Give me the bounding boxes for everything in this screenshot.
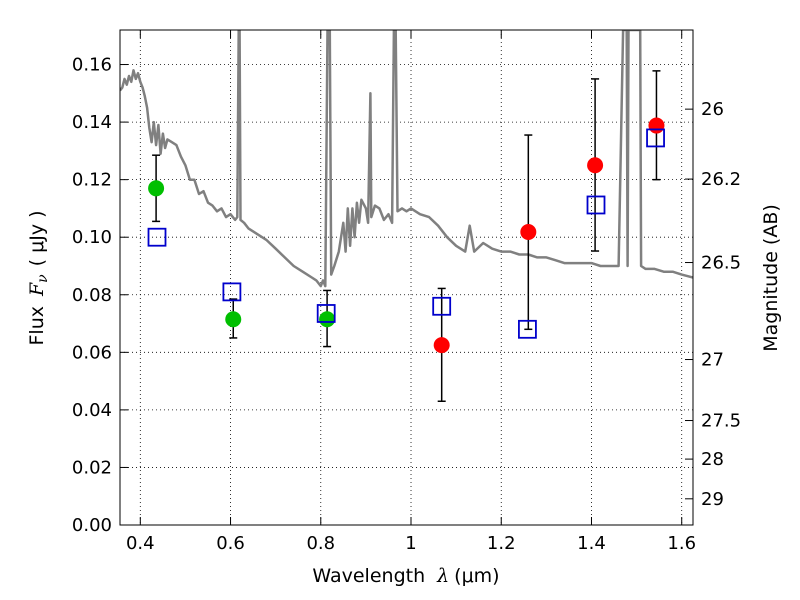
red-point [648,117,665,134]
x-tick-label: 0.4 [126,533,155,554]
x-tick-label: 0.8 [306,533,335,554]
model-square [222,282,242,302]
model-square [316,304,336,323]
model-square [586,195,606,215]
x-tick-label: 0.6 [216,533,245,554]
y2-axis-label: Magnitude (AB) [760,204,782,352]
x-axis-label-unit: (μm) [454,565,499,587]
y-tick-label: 0.00 [72,515,112,536]
y-tick-label: 0.16 [72,55,112,76]
y-tick-label: 0.12 [72,170,112,191]
x-tick-label: 1 [405,533,416,554]
y-axis-label: Flux Fν ( μJy ) [26,210,51,345]
x-tick-label: 1.2 [487,533,516,554]
y-axis-label-symbol: F [26,282,48,297]
red-point [520,224,537,241]
model-squares-layer [147,128,665,339]
y2-tick-label: 27 [701,350,724,371]
x-axis-label-prefix: Wavelength [312,565,425,587]
y2-tick-label: 26.5 [701,253,741,274]
green-point [225,311,242,328]
y2-tick-label: 27.5 [701,411,741,432]
red-point [587,157,604,174]
y2-tick-label: 29 [701,489,724,510]
x-axis-label: Wavelength λ (μm) [312,565,499,587]
y2-tick-label: 26.2 [701,169,741,190]
y2-tick-label: 28 [701,449,724,470]
green-point [319,311,336,328]
y-tick-label: 0.06 [72,342,112,363]
y-tick-label: 0.08 [72,285,112,306]
ticks: 0.4 0.6 0.8 1 1.2 1.4 1.6 0.00 0.02 0.04 0.06 0.08 0… [72,30,741,554]
x-tick-label: 1.4 [577,533,606,554]
template-sed-layer [120,30,693,288]
green-points-layer [148,180,336,328]
y-tick-label: 0.04 [72,400,112,421]
y-tick-label: 0.02 [72,457,112,478]
y2-tick-label: 26 [701,99,724,120]
model-square [518,319,537,339]
green-point [148,180,165,197]
y-axis-label-unit: ( μJy ) [26,210,48,266]
model-square [147,227,167,247]
red-point [433,337,450,354]
y-tick-label: 0.10 [72,227,112,248]
grid [120,30,693,526]
x-axis-label-symbol: λ [436,565,449,587]
model-square [646,128,665,148]
x-tick-label: 1.6 [667,533,696,554]
y-axis-label-subscript: ν [35,274,51,283]
template-sed-line [120,30,693,288]
error-bars-layer [152,70,661,402]
plot-frame [119,29,694,526]
y-tick-label: 0.14 [72,112,112,133]
y-axis-label-prefix: Flux [26,306,48,346]
model-square [432,296,452,316]
